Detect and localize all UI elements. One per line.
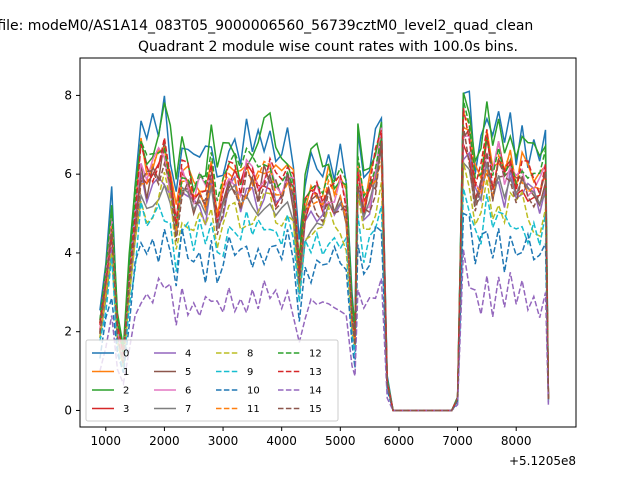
x-tick-label: 6000 bbox=[384, 434, 415, 448]
legend-box bbox=[85, 339, 339, 422]
series-line-10 bbox=[99, 212, 550, 412]
x-tick-label: 1000 bbox=[91, 434, 122, 448]
series-line-15 bbox=[99, 125, 550, 412]
series-lines bbox=[99, 90, 550, 412]
legend-label-7: 7 bbox=[185, 404, 191, 415]
x-offset-label: +5.1205e8 bbox=[509, 454, 576, 468]
y-tick-label: 0 bbox=[64, 403, 72, 417]
x-tick-label: 2000 bbox=[149, 434, 180, 448]
series-line-14 bbox=[99, 249, 550, 412]
legend-label-4: 4 bbox=[185, 349, 191, 360]
plot-frame bbox=[79, 57, 577, 428]
figure-suptitle: n file: modeM0/AS1A14_083T05_9000006560_… bbox=[0, 18, 533, 34]
x-tick-label: 8000 bbox=[501, 434, 532, 448]
legend-label-8: 8 bbox=[247, 349, 253, 360]
chart-title: Quadrant 2 module wise count rates with … bbox=[138, 39, 518, 55]
y-tick-label: 2 bbox=[64, 325, 72, 339]
legend-label-13: 13 bbox=[309, 367, 322, 378]
legend-label-6: 6 bbox=[185, 386, 191, 397]
legend-label-3: 3 bbox=[123, 404, 129, 415]
legend-label-14: 14 bbox=[309, 386, 322, 397]
y-tick-label: 8 bbox=[64, 88, 72, 102]
series-line-8 bbox=[99, 162, 550, 412]
legend-label-15: 15 bbox=[309, 404, 322, 415]
axis-ticks: 1000 2000 3000 4000 5000 6000 7000 8000 0 2 4 6 8 bbox=[64, 88, 531, 448]
legend-label-10: 10 bbox=[247, 386, 260, 397]
legend-label-12: 12 bbox=[309, 349, 322, 360]
legend-label-9: 9 bbox=[247, 367, 253, 378]
x-tick-label: 7000 bbox=[442, 434, 473, 448]
x-tick-label: 5000 bbox=[325, 434, 356, 448]
series-line-12 bbox=[99, 100, 550, 412]
series-line-9 bbox=[99, 188, 550, 412]
legend-label-2: 2 bbox=[123, 386, 129, 397]
legend-label-11: 11 bbox=[247, 404, 260, 415]
x-tick-label: 4000 bbox=[266, 434, 297, 448]
legend-label-1: 1 bbox=[123, 367, 129, 378]
series-line-13 bbox=[99, 107, 550, 412]
y-tick-label: 6 bbox=[64, 167, 72, 181]
y-tick-label: 4 bbox=[64, 246, 72, 260]
legend-label-0: 0 bbox=[123, 349, 129, 360]
legend-label-5: 5 bbox=[185, 367, 191, 378]
x-tick-label: 3000 bbox=[208, 434, 239, 448]
series-line-2 bbox=[99, 92, 550, 412]
